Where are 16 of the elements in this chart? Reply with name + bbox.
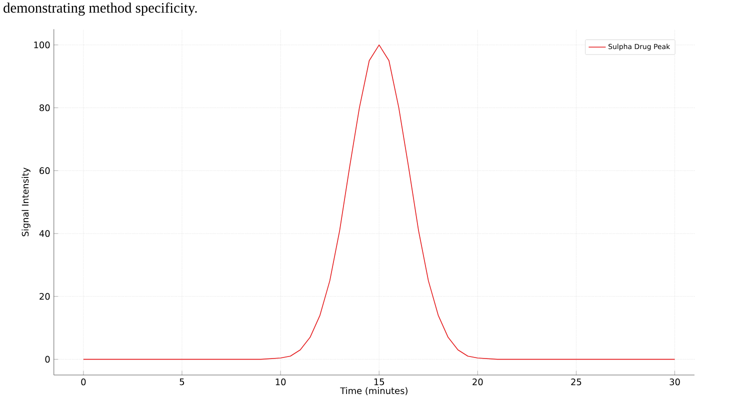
- y-tick-label: 100: [34, 41, 50, 48]
- y-tick-label: 40: [39, 230, 50, 237]
- y-axis-title: Signal Intensity: [22, 168, 30, 236]
- x-tick-label: 0: [81, 378, 86, 386]
- y-tick-label: 60: [40, 167, 50, 174]
- y-tick-label: 0: [45, 356, 50, 363]
- x-axis-title: Time (minutes): [340, 387, 408, 396]
- y-tick-label: 80: [40, 104, 50, 112]
- x-tick-label: 15: [374, 378, 384, 386]
- text: demonstrating method specificity.: [4, 2, 197, 16]
- x-tick-label: 20: [472, 378, 483, 386]
- x-tick-label: 30: [670, 378, 680, 386]
- x-tick-label: 25: [571, 378, 582, 386]
- y-tick-label: 20: [40, 292, 50, 300]
- x-tick-label: 5: [180, 378, 184, 386]
- x-tick-label: 10: [276, 378, 286, 386]
